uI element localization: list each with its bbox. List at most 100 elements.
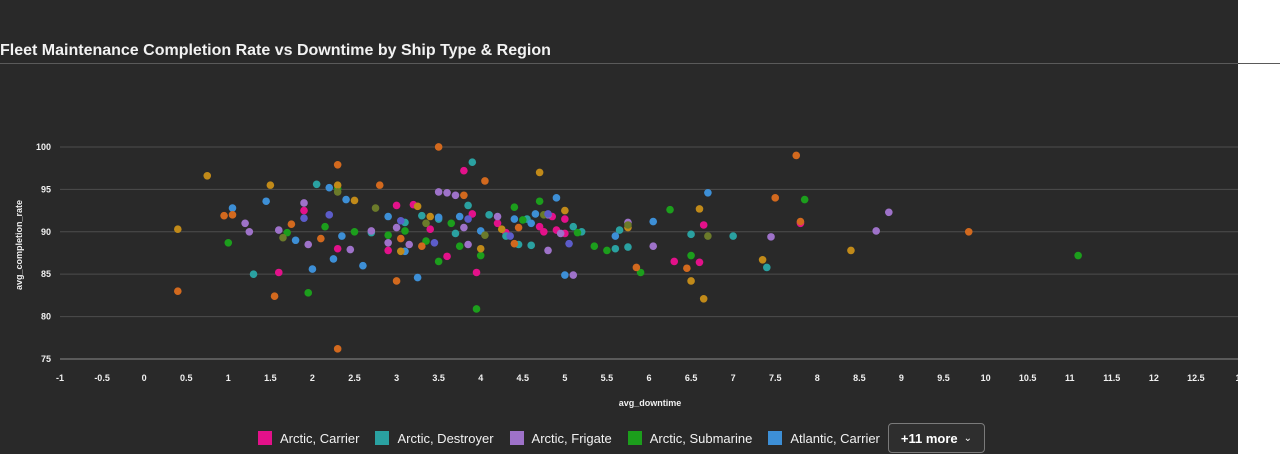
data-point[interactable] bbox=[422, 219, 430, 228]
data-point[interactable] bbox=[510, 215, 519, 223]
data-point[interactable] bbox=[174, 225, 182, 234]
data-point[interactable] bbox=[325, 183, 334, 192]
data-point[interactable] bbox=[535, 222, 544, 231]
data-point[interactable] bbox=[392, 223, 401, 232]
data-point[interactable] bbox=[274, 268, 283, 277]
data-point[interactable] bbox=[312, 180, 321, 189]
data-point[interactable] bbox=[274, 226, 283, 234]
data-point[interactable] bbox=[649, 217, 658, 226]
data-point[interactable] bbox=[796, 217, 805, 226]
data-point[interactable] bbox=[603, 246, 611, 255]
data-point[interactable] bbox=[413, 202, 422, 211]
data-point[interactable] bbox=[636, 268, 645, 277]
data-point[interactable] bbox=[704, 188, 712, 197]
data-point[interactable] bbox=[434, 213, 443, 222]
data-point[interactable] bbox=[699, 221, 708, 229]
data-point[interactable] bbox=[847, 246, 855, 255]
data-point[interactable] bbox=[283, 228, 291, 237]
data-point[interactable] bbox=[346, 245, 355, 254]
data-point[interactable] bbox=[556, 229, 565, 238]
data-point[interactable] bbox=[485, 211, 493, 219]
data-point[interactable] bbox=[624, 221, 632, 229]
data-point[interactable] bbox=[481, 177, 489, 185]
data-point[interactable] bbox=[464, 201, 472, 210]
data-point[interactable] bbox=[249, 270, 258, 278]
data-point[interactable] bbox=[758, 255, 767, 264]
data-point[interactable] bbox=[266, 181, 275, 189]
data-point[interactable] bbox=[514, 223, 523, 232]
data-point[interactable] bbox=[535, 197, 544, 206]
data-point[interactable] bbox=[683, 264, 691, 273]
data-point[interactable] bbox=[464, 215, 472, 223]
legend-item-arctic-carrier[interactable]: Arctic, Carrier bbox=[258, 431, 359, 446]
data-point[interactable] bbox=[729, 232, 737, 240]
data-point[interactable] bbox=[771, 194, 780, 202]
data-point[interactable] bbox=[535, 168, 544, 177]
data-point[interactable] bbox=[455, 212, 464, 221]
data-point[interactable] bbox=[359, 261, 367, 270]
data-point[interactable] bbox=[224, 239, 233, 247]
data-point[interactable] bbox=[615, 226, 624, 234]
data-point[interactable] bbox=[481, 231, 489, 239]
data-point[interactable] bbox=[287, 220, 296, 228]
data-point[interactable] bbox=[430, 239, 439, 247]
data-point[interactable] bbox=[510, 203, 519, 211]
data-point[interactable] bbox=[241, 219, 249, 228]
data-point[interactable] bbox=[333, 160, 342, 169]
data-point[interactable] bbox=[569, 222, 578, 231]
data-point[interactable] bbox=[527, 219, 535, 228]
data-point[interactable] bbox=[308, 265, 317, 273]
data-point[interactable] bbox=[872, 227, 880, 235]
data-point[interactable] bbox=[300, 199, 308, 207]
data-point[interactable] bbox=[552, 194, 561, 202]
data-point[interactable] bbox=[493, 212, 502, 221]
data-point[interactable] bbox=[392, 277, 401, 285]
data-point[interactable] bbox=[300, 206, 308, 215]
data-point[interactable] bbox=[422, 237, 430, 245]
data-point[interactable] bbox=[468, 210, 477, 218]
data-point[interactable] bbox=[333, 188, 342, 196]
data-point[interactable] bbox=[418, 242, 426, 250]
data-point[interactable] bbox=[220, 211, 228, 220]
data-point[interactable] bbox=[384, 212, 392, 221]
data-point[interactable] bbox=[375, 181, 384, 189]
data-point[interactable] bbox=[493, 219, 502, 228]
data-point[interactable] bbox=[561, 271, 569, 279]
data-point[interactable] bbox=[396, 247, 405, 256]
data-point[interactable] bbox=[304, 240, 313, 249]
data-point[interactable] bbox=[245, 227, 254, 236]
data-point[interactable] bbox=[333, 345, 342, 353]
data-point[interactable] bbox=[687, 251, 695, 260]
data-point[interactable] bbox=[426, 212, 435, 221]
data-point[interactable] bbox=[405, 240, 413, 249]
data-point[interactable] bbox=[565, 239, 573, 248]
data-point[interactable] bbox=[413, 273, 422, 282]
data-point[interactable] bbox=[228, 204, 237, 212]
legend-item-atlantic-carrier[interactable]: Atlantic, Carrier bbox=[768, 431, 880, 446]
data-point[interactable] bbox=[203, 172, 212, 180]
data-point[interactable] bbox=[447, 219, 456, 228]
data-point[interactable] bbox=[262, 197, 270, 206]
data-point[interactable] bbox=[460, 191, 468, 200]
data-point[interactable] bbox=[472, 268, 481, 277]
data-point[interactable] bbox=[333, 181, 342, 189]
data-point[interactable] bbox=[396, 234, 405, 243]
data-point[interactable] bbox=[792, 151, 801, 160]
data-point[interactable] bbox=[687, 230, 695, 239]
data-point[interactable] bbox=[401, 227, 409, 235]
data-point[interactable] bbox=[304, 289, 313, 297]
data-point[interactable] bbox=[342, 195, 350, 204]
data-point[interactable] bbox=[291, 236, 300, 245]
data-point[interactable] bbox=[476, 244, 485, 253]
data-point[interactable] bbox=[527, 241, 535, 250]
data-point[interactable] bbox=[573, 228, 582, 237]
data-point[interactable] bbox=[434, 188, 443, 196]
data-point[interactable] bbox=[611, 232, 620, 240]
data-point[interactable] bbox=[396, 216, 405, 225]
data-point[interactable] bbox=[699, 294, 708, 303]
data-point[interactable] bbox=[695, 258, 704, 267]
data-point[interactable] bbox=[350, 227, 359, 236]
legend-item-arctic-submarine[interactable]: Arctic, Submarine bbox=[627, 431, 752, 446]
data-point[interactable] bbox=[460, 223, 468, 232]
data-point[interactable] bbox=[800, 195, 809, 204]
